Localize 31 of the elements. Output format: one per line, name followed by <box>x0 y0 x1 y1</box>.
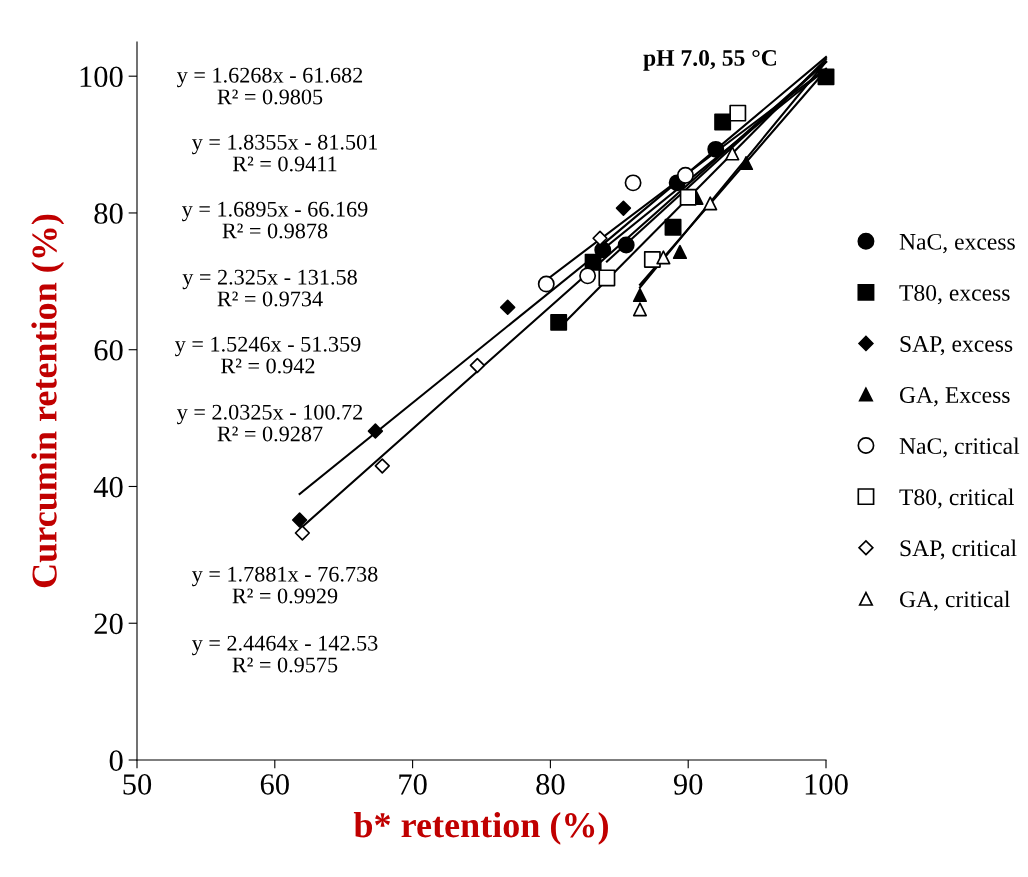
annotation: y = 2.325x - 131.58 R² = 0.9734 <box>182 269 357 307</box>
x-tick-label: 70 <box>399 774 427 795</box>
annotation: y = 1.6895x - 66.169 R² = 0.9878 <box>181 201 368 239</box>
annotation: y = 2.0325x - 100.72 R² = 0.9287 <box>176 404 363 442</box>
y-axis-title: Curcumin retention (%) <box>31 214 65 588</box>
x-axis-title: b* retention (%) <box>353 812 608 845</box>
legend-label: T80, critical <box>899 488 1014 509</box>
y-tick-label: 60 <box>94 340 123 361</box>
legend-label: NaC, critical <box>899 437 1020 458</box>
legend-label: GA, critical <box>899 590 1010 611</box>
legend-label: SAP, excess <box>900 336 1013 356</box>
annotation: y = 1.7881x - 76.738 R² = 0.9929 <box>191 566 378 604</box>
legend-label: SAP, critical <box>900 539 1017 560</box>
x-tick-label: 80 <box>536 774 565 795</box>
chart-title: pH 7.0, 55 °C <box>643 49 776 71</box>
x-tick-label: 60 <box>260 774 289 795</box>
y-tick-label: 40 <box>93 476 123 498</box>
legend-label: T80, excess <box>899 284 1010 305</box>
legend-label: GA, Excess <box>899 387 1010 407</box>
annotation: y = 1.5246x - 51.359 R² = 0.942 <box>174 336 361 374</box>
y-tick-label: 20 <box>94 613 123 635</box>
x-tick-label: 100 <box>805 774 848 795</box>
y-tick-label: 0 <box>109 750 123 771</box>
y-tick-label: 80 <box>94 203 123 224</box>
x-tick-label: 90 <box>673 774 703 795</box>
annotation: y = 2.4464x - 142.53 R² = 0.9575 <box>191 635 378 673</box>
annotation: y = 1.6268x - 61.682 R² = 0.9805 <box>176 67 363 105</box>
y-tick-label: 100 <box>80 66 123 88</box>
legend-label: NaC, excess <box>899 233 1015 254</box>
annotation: y = 1.8355x - 81.501 R² = 0.9411 <box>191 134 377 172</box>
x-tick-label: 50 <box>123 774 152 795</box>
